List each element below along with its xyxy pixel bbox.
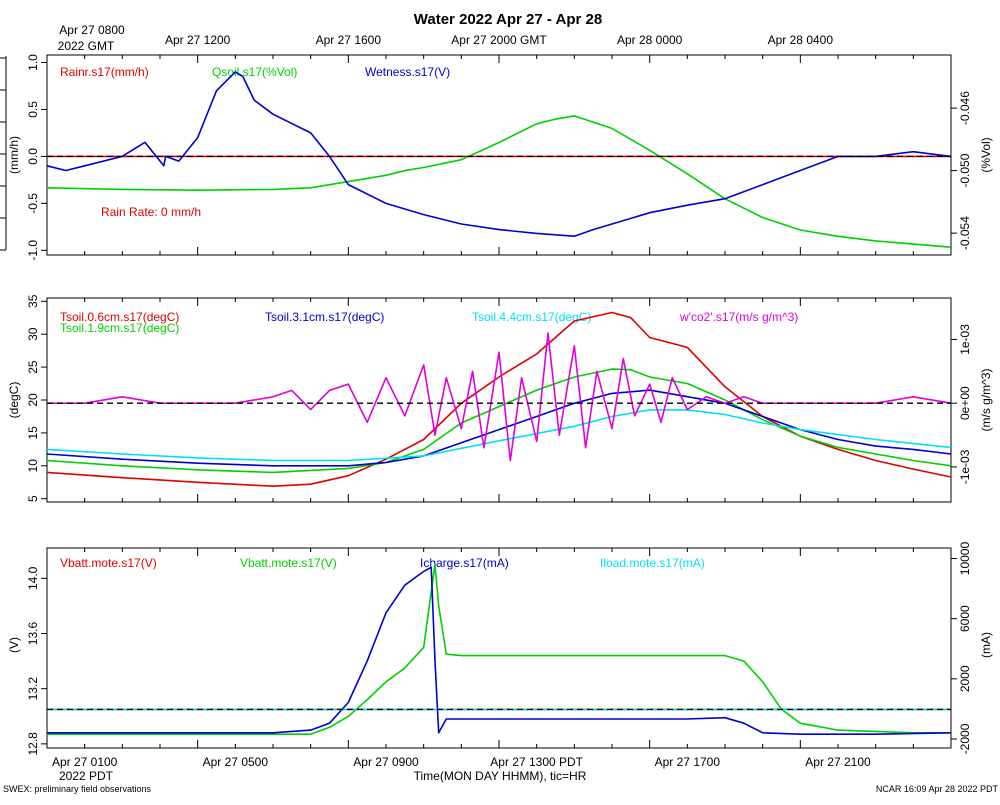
top-axis-start-line2: 2022 GMT [58, 39, 115, 53]
right-tick-label-power: -2000 [958, 723, 972, 754]
legend-wetness: Wetness.s17(V) [365, 65, 450, 79]
series-line-wetness-s17-v-2 [46, 71, 952, 237]
left-tick-label-soil-temperature: 35 [26, 294, 40, 308]
right-tick-label-power: 2000 [958, 665, 972, 692]
panel-water-right-axis-label: (%Vol) [979, 137, 993, 172]
left-tick-label-power: 13.2 [26, 677, 40, 701]
x-axis-label: Time(MON DAY HHMM), tic=HR [414, 769, 587, 783]
bottom-axis-start-line2: 2022 PDT [59, 769, 114, 783]
left-tick-label-soil-temperature: 5 [26, 495, 40, 502]
panel-power: (V) (mA) Vbatt.mote.s17(V) Vbatt.mote.s1… [7, 547, 993, 749]
right-tick-label-water: -0.050 [958, 153, 972, 187]
bottom-axis-tick-label-apr-27-0900: Apr 27 0900 [353, 755, 419, 769]
bottom-axis-tick-label-apr-27-2100: Apr 27 2100 [805, 755, 871, 769]
legend-vbatt-green: Vbatt.mote.s17(V) [240, 556, 337, 570]
left-tick-label-water: 0.0 [26, 148, 40, 165]
figure-title: Water 2022 Apr 27 - Apr 28 [414, 11, 602, 28]
right-tick-label-soil-temperature: 0e+00 [958, 386, 972, 420]
left-tick-label-water: 1.0 [26, 54, 40, 71]
top-axis-tick-label-apr-27-1200: Apr 27 1200 [165, 33, 231, 47]
right-tick-label-soil-temperature: -1e-03 [958, 449, 972, 484]
footer-left: SWEX: preliminary field observations [3, 784, 152, 794]
series-line-tsoil-3-1cm-s17-degc-2 [46, 389, 952, 467]
rain-rate-annotation: Rain Rate: 0 mm/h [101, 205, 201, 219]
left-tick-label-power: 14.0 [26, 566, 40, 590]
panel-soil-right-axis-label: (m/s g/m^3) [979, 369, 993, 432]
legend-tsoil-0-6: Tsoil.0.6cm.s17(degC) [60, 310, 179, 324]
left-tick-label-soil-temperature: 10 [26, 459, 40, 473]
panel-water-left-axis-label: (mm/h) [7, 136, 21, 174]
series-line-tsoil-1-9cm-s17-degc-1 [46, 368, 952, 474]
left-tick-label-soil-temperature: 30 [26, 327, 40, 341]
series-line-vbatt-mote-s17-v-1 [47, 563, 951, 736]
series-line-tsoil-4-4cm-s17-degc-3 [46, 409, 952, 462]
top-axis-tick-label-apr-28-0000: Apr 28 0000 [617, 33, 683, 47]
generated-marks: Apr 27 1200 Apr 27 1600 Apr 27 2000 GMT Apr… [0, 33, 972, 769]
right-tick-label-soil-temperature: 1e-03 [958, 324, 972, 355]
footer-right: NCAR 16:09 Apr 28 2022 PDT [876, 784, 999, 794]
panel-soil-left-axis-label: (degC) [7, 382, 21, 419]
series-line-icharge-s17-ma-2 [47, 566, 952, 736]
left-tick-label-water: -0.5 [26, 193, 40, 214]
left-tick-label-water: 0.5 [26, 101, 40, 118]
right-tick-label-water: -0.046 [958, 91, 972, 125]
top-axis-tick-label-apr-27-2000-gmt: Apr 27 2000 GMT [451, 33, 547, 47]
left-tick-label-soil-temperature: 20 [26, 393, 40, 407]
legend-tsoil-1-9: Tsoil.1.9cm.s17(degC) [60, 321, 179, 335]
series-line-w-co2-s17-m-s-g-m-3-4 [47, 332, 952, 462]
legend-vbatt-red: Vbatt.mote.s17(V) [60, 556, 157, 570]
legend-tsoil-3-1: Tsoil.3.1cm.s17(degC) [265, 310, 384, 324]
top-axis-start-line1: Apr 27 0800 [59, 23, 125, 37]
legend-qsoil: Qsoil.s17(%Vol) [212, 65, 297, 79]
legend-iload: Iload.mote.s17(mA) [600, 556, 705, 570]
right-tick-label-water: -0.054 [958, 216, 972, 250]
legend-rainr: Rainr.s17(mm/h) [60, 65, 149, 79]
panel-power-right-axis-label: (mA) [979, 632, 993, 658]
top-axis-tick-label-apr-27-1600: Apr 27 1600 [316, 33, 382, 47]
left-tick-label-power: 12.8 [26, 732, 40, 756]
panel-power-left-axis-label: (V) [7, 637, 21, 653]
bottom-axis-tick-label-apr-27-0100: Apr 27 0100 [52, 755, 118, 769]
right-tick-label-power: 6000 [958, 605, 972, 632]
top-axis-tick-label-apr-28-0400: Apr 28 0400 [768, 33, 834, 47]
legend-tsoil-4-4: Tsoil.4.4cm.s17(degC) [472, 310, 591, 324]
bottom-axis-tick-label-apr-27-1700: Apr 27 1700 [655, 755, 721, 769]
left-tick-label-soil-temperature: 25 [26, 360, 40, 374]
right-tick-label-power: 10000 [958, 542, 972, 576]
bottom-axis-tick-label-apr-27-0500: Apr 27 0500 [203, 755, 269, 769]
legend-wco2: w'co2'.s17(m/s g/m^3) [679, 310, 798, 324]
left-tick-label-soil-temperature: 15 [26, 426, 40, 440]
left-tick-label-power: 13.6 [26, 622, 40, 646]
series-line-qsoil-s17-vol-1 [46, 115, 952, 248]
left-tick-label-water: -1.0 [26, 240, 40, 261]
bottom-axis-tick-label-apr-27-1300-pdt: Apr 27 1300 PDT [490, 755, 583, 769]
legend-icharge: Icharge.s17(mA) [420, 556, 509, 570]
